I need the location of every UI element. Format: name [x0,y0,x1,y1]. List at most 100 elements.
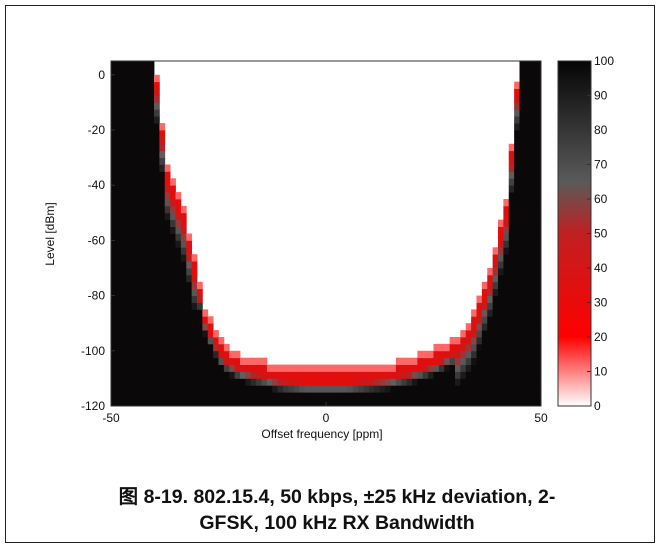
heatmap-cell [164,261,171,269]
heatmap-cell [498,295,504,303]
heatmap-cell [514,205,520,214]
heatmap-cell [164,219,171,227]
heatmap-cell [148,212,155,221]
figure-frame: 0 -20 -40 -60 -80 -100 -120 -50 0 50 Level [dBm]… [5,5,655,543]
heatmap-cell [148,316,155,324]
heatmap-cell [250,399,257,407]
heatmap-cell [137,157,144,165]
heatmap-cell [363,378,370,386]
heatmap-cell [320,378,327,386]
heatmap-cell [326,364,332,372]
heatmap-cell [481,288,488,296]
heatmap-cell [159,240,166,248]
heatmap-cell [519,309,526,317]
heatmap-cell [170,343,176,352]
heatmap-cell [154,150,160,158]
heatmap-cell [471,364,477,372]
heatmap-cell [175,378,182,386]
heatmap-cell [508,226,515,234]
heatmap-cell [514,247,520,255]
heatmap-cell [202,343,209,352]
heatmap-cell [492,261,499,269]
heatmap-cell [213,343,219,352]
heatmap-cell [116,274,123,283]
heatmap-cell [148,323,155,331]
heatmap-cell [465,330,472,338]
heatmap-cell [401,399,408,407]
heatmap-cell [422,399,429,407]
heatmap-cell [154,178,160,186]
colorbar-tick-label: 70 [594,158,608,172]
heatmap-cell [320,385,327,393]
heatmap-cell [148,116,155,124]
heatmap-cell [111,399,117,407]
heatmap-cell [148,233,155,241]
heatmap-cell [498,226,504,234]
heatmap-cell [465,385,472,393]
heatmap-cell [535,399,542,407]
heatmap-cell [111,337,117,345]
heatmap-cell [132,268,139,276]
heatmap-cell [535,343,542,352]
heatmap-cell [530,123,537,131]
heatmap-cell [170,205,176,214]
heatmap-cell [164,212,171,221]
heatmap-cell [277,378,284,386]
heatmap-cell [385,378,391,386]
heatmap-cell [514,136,520,145]
heatmap-cell [385,399,391,407]
heatmap-cell [519,254,526,262]
heatmap-cell [175,247,182,255]
heatmap-cell [175,323,182,331]
heatmap-cell [111,123,117,131]
heatmap-cell [524,385,531,393]
heatmap-cell [492,330,499,338]
heatmap-cell [137,74,144,83]
heatmap-cell [202,309,209,317]
heatmap-cell [460,330,467,338]
heatmap-cell [261,385,268,393]
heatmap-cell [223,350,230,359]
heatmap-cell [476,316,483,324]
heatmap-cell [347,371,354,379]
heatmap-cell [143,185,150,193]
heatmap-cell [121,247,128,255]
heatmap-cell [406,399,413,407]
heatmap-cell [148,302,155,310]
heatmap-cell [481,364,488,372]
heatmap-cell [444,371,451,379]
heatmap-cell [154,199,160,207]
heatmap-cell [428,378,434,386]
heatmap-cell [111,116,117,124]
heatmap-cell [229,392,236,400]
heatmap-cell [471,371,477,379]
heatmap-cell [164,288,171,296]
heatmap-cell [245,392,252,400]
heatmap-cell [535,116,542,124]
heatmap-cell [514,199,520,207]
heatmap-cell [530,171,537,179]
heatmap-cell [175,399,182,407]
heatmap-cell [127,254,133,262]
heatmap-cell [508,199,515,207]
heatmap-cell [159,150,166,158]
heatmap-cell [164,178,171,186]
heatmap-cell [170,199,176,207]
y-tick-label: -120 [81,399,105,413]
heatmap-cell [519,378,526,386]
heatmap-cell [508,178,515,186]
heatmap-cell [508,164,515,172]
heatmap-cell [111,357,117,365]
heatmap-cell [159,205,166,214]
heatmap-cell [111,109,117,117]
heatmap-cell [417,364,424,372]
heatmap-cell [186,254,193,262]
heatmap-cell [530,157,537,165]
heatmap-cell [530,74,537,83]
heatmap-cell [524,247,531,255]
colorbar-tick-label: 60 [594,192,608,206]
heatmap-cell [460,357,467,365]
heatmap-cell [143,171,150,179]
heatmap-cell [492,274,499,283]
heatmap-cell [530,109,537,117]
